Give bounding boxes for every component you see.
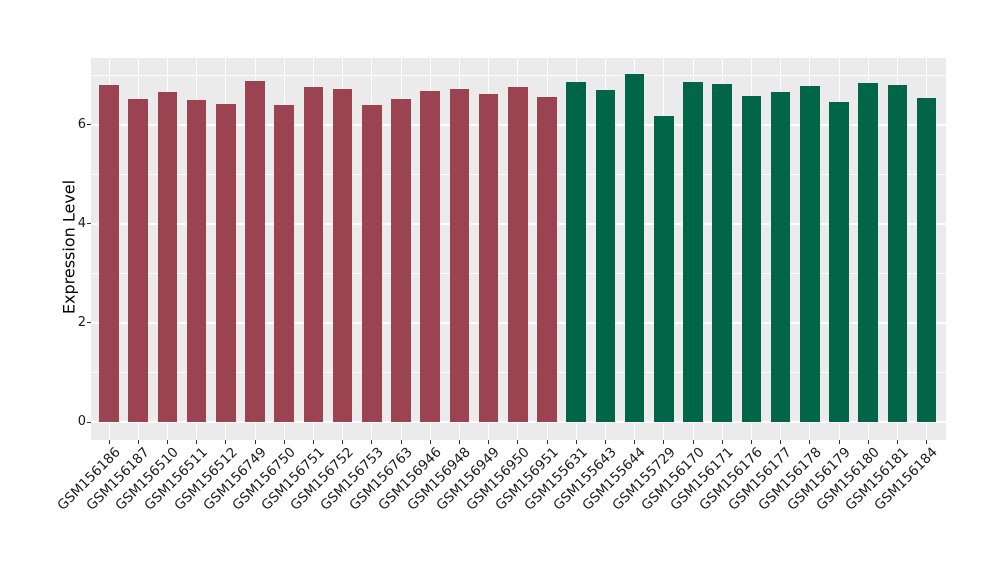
x-tick-mark	[604, 440, 606, 444]
x-tick-mark	[838, 440, 840, 444]
x-tick-mark	[634, 440, 636, 444]
bar-GSM156753	[362, 104, 382, 422]
x-tick-mark	[196, 440, 198, 444]
x-tick-mark	[166, 440, 168, 444]
y-tick-mark	[87, 124, 91, 126]
y-tick-mark	[87, 322, 91, 324]
bar-GSM156950	[508, 87, 528, 422]
x-tick-mark	[458, 440, 460, 444]
bar-GSM156751	[303, 86, 324, 422]
x-tick-mark	[225, 440, 227, 444]
bar-GSM156949	[478, 94, 499, 422]
bar-GSM156763	[391, 99, 411, 422]
x-tick-mark	[721, 440, 723, 444]
x-tick-mark	[546, 440, 548, 444]
x-tick-mark	[926, 440, 928, 444]
gridline-y-major	[91, 421, 946, 423]
x-tick-mark	[254, 440, 256, 444]
bar-GSM156179	[829, 102, 849, 422]
x-tick-mark	[283, 440, 285, 444]
bar-GSM156187	[128, 99, 148, 422]
x-tick-mark	[809, 440, 811, 444]
bar-GSM156510	[157, 91, 178, 422]
x-tick-mark	[488, 440, 490, 444]
y-axis-title: Expression Level	[59, 179, 79, 315]
x-tick-mark	[663, 440, 665, 444]
y-tick-label: 0	[77, 414, 86, 429]
x-tick-mark	[780, 440, 782, 444]
bar-GSM156170	[683, 81, 703, 422]
y-tick-mark	[87, 421, 91, 423]
x-tick-mark	[371, 440, 373, 444]
bar-GSM156750	[274, 105, 294, 422]
gridline-y-minor	[91, 74, 946, 76]
x-tick-mark	[312, 440, 314, 444]
bar-GSM156946	[420, 90, 440, 422]
bar-GSM156177	[770, 92, 791, 422]
x-tick-mark	[692, 440, 694, 444]
x-tick-mark	[517, 440, 519, 444]
x-tick-mark	[896, 440, 898, 444]
bar-GSM155643	[595, 89, 616, 422]
y-tick-label: 2	[77, 314, 86, 330]
bar-GSM156186	[99, 85, 119, 422]
x-tick-mark	[867, 440, 869, 444]
x-tick-mark	[342, 440, 344, 444]
x-tick-mark	[137, 440, 139, 444]
bar-GSM156176	[741, 96, 762, 422]
bar-GSM155631	[566, 82, 586, 422]
bar-GSM156752	[332, 88, 353, 422]
y-tick-label: 6	[77, 116, 86, 132]
bar-GSM155644	[624, 74, 645, 422]
bar-GSM156171	[712, 83, 732, 422]
bar-GSM156512	[216, 104, 236, 422]
x-tick-mark	[108, 440, 110, 444]
plot-area	[91, 58, 946, 440]
bar-GSM156184	[916, 97, 937, 422]
bar-GSM156178	[800, 85, 820, 422]
bar-GSM156181	[887, 84, 908, 422]
bar-GSM156749	[245, 80, 265, 422]
x-tick-mark	[400, 440, 402, 444]
x-tick-mark	[575, 440, 577, 444]
bar-GSM155729	[654, 115, 674, 422]
x-tick-mark	[750, 440, 752, 444]
bar-GSM156951	[537, 96, 557, 422]
bar-GSM156180	[858, 82, 878, 422]
x-tick-mark	[429, 440, 431, 444]
bar-GSM156948	[449, 88, 470, 422]
y-tick-mark	[87, 223, 91, 225]
bar-GSM156511	[186, 99, 207, 422]
y-tick-label: 4	[77, 215, 86, 231]
